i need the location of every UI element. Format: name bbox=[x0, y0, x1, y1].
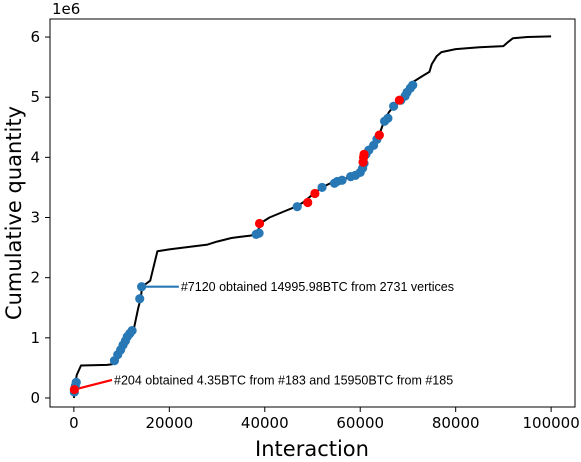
blue-point bbox=[292, 202, 302, 212]
y-tick-label: 0 bbox=[30, 389, 40, 407]
red-point bbox=[69, 384, 79, 395]
annotation-text-1: #7120 obtained 14995.98BTC from 2731 ver… bbox=[181, 280, 454, 294]
cumulative-line bbox=[72, 35, 552, 399]
blue-point bbox=[317, 182, 327, 193]
red-point bbox=[359, 149, 369, 159]
annotation-text-2: #204 obtained 4.35BTC from #183 and 1595… bbox=[114, 373, 453, 387]
red-point bbox=[394, 95, 404, 105]
x-tick-label: 100000 bbox=[523, 414, 580, 432]
red-point bbox=[310, 188, 320, 199]
x-tick-label: 80000 bbox=[432, 414, 480, 432]
y-offset-label: 1e6 bbox=[52, 0, 80, 18]
blue-point bbox=[135, 294, 145, 304]
y-tick-label: 4 bbox=[30, 148, 40, 166]
chart-marks: 0 20000 40000 60000 80000 100000 0 1 2 3 4 5 6 #7120 … bbox=[30, 28, 579, 432]
y-tick-label: 6 bbox=[30, 28, 40, 46]
blue-point bbox=[71, 377, 81, 387]
blue-point bbox=[383, 113, 393, 123]
blue-point bbox=[389, 101, 399, 111]
red-point bbox=[254, 218, 265, 229]
blue-point bbox=[254, 228, 264, 238]
x-axis-label: Interaction bbox=[255, 437, 369, 461]
blue-point bbox=[337, 175, 347, 185]
x-tick-label: 0 bbox=[69, 414, 79, 432]
x-tick-label: 40000 bbox=[241, 414, 289, 432]
y-tick-label: 1 bbox=[30, 329, 40, 347]
blue-point bbox=[408, 80, 418, 90]
annotation-line-2 bbox=[74, 378, 113, 391]
y-tick-label: 3 bbox=[30, 209, 40, 227]
y-tick-label: 2 bbox=[30, 269, 40, 287]
blue-point bbox=[127, 326, 137, 336]
plot-frame bbox=[49, 18, 576, 408]
y-axis-label: Cumulative quantity bbox=[2, 106, 26, 320]
x-tick-label: 60000 bbox=[336, 414, 384, 432]
y-tick-label: 5 bbox=[30, 88, 40, 106]
x-tick-label: 20000 bbox=[145, 414, 193, 432]
blue-point bbox=[137, 282, 147, 292]
red-point bbox=[374, 130, 384, 140]
red-point bbox=[303, 197, 313, 208]
